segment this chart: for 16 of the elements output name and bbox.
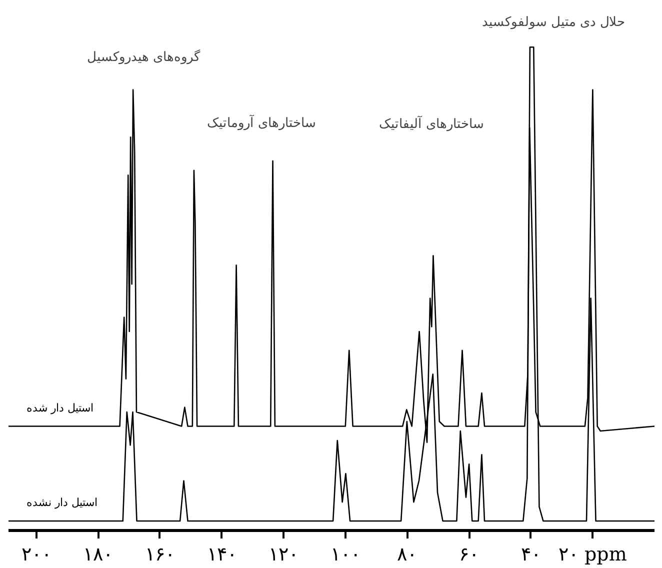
series-label: استیل دار نشده [26,496,98,510]
x-tick-label: ۴۰ [520,544,541,566]
x-tick-label: ۱۸۰ [83,544,114,566]
x-tick-label: ۱۴۰ [206,544,237,566]
x-tick-label: ۸۰ [397,544,418,566]
text: حلال دی متیل سولفوکسید [482,15,626,30]
annotation: ساختارهای آروماتیک [206,114,316,131]
x-tick-label: ۱۰۰ [330,544,360,566]
annotation: گروه‌های هیدروکسیل [86,49,202,65]
series-label: استیل دار شده [26,401,94,414]
x-tick-label: ۲۰۰ [21,544,52,566]
annotation: ساختارهای آلیفاتیک [378,115,484,132]
x-tick-label: ۶۰ [459,544,480,566]
x-tick-label: ۲۰ ppm [558,544,627,566]
x-tick-label: ۱۲۰ [268,544,299,566]
x-tick-label: ۱۶۰ [144,544,175,566]
